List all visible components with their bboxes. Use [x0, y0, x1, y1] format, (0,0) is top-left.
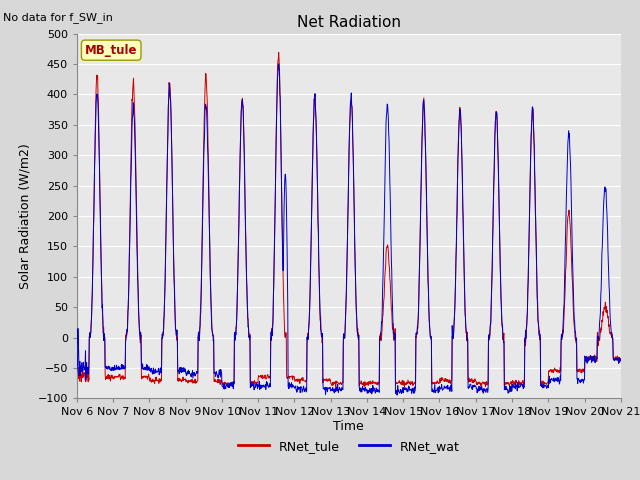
Text: MB_tule: MB_tule: [85, 44, 138, 57]
Title: Net Radiation: Net Radiation: [297, 15, 401, 30]
Legend: RNet_tule, RNet_wat: RNet_tule, RNet_wat: [233, 435, 465, 458]
Y-axis label: Solar Radiation (W/m2): Solar Radiation (W/m2): [19, 143, 32, 289]
Text: No data for f_SW_in: No data for f_SW_in: [3, 12, 113, 23]
X-axis label: Time: Time: [333, 420, 364, 433]
